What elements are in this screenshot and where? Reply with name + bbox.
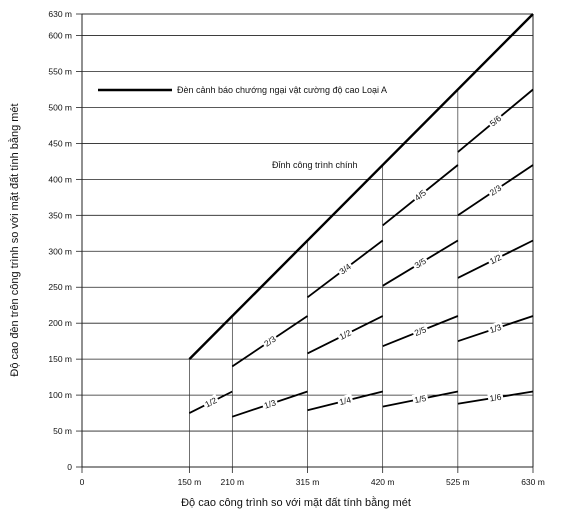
y-tick-label: 50 m xyxy=(53,426,72,436)
x-axis-title: Độ cao công trình so với mặt đất tính bằ… xyxy=(181,496,411,509)
x-tick-label: 315 m xyxy=(296,477,320,487)
legend-label: Đèn cảnh báo chướng ngại vật cường độ ca… xyxy=(177,85,387,95)
ratio-label-bg xyxy=(411,254,430,272)
ratio-label: 1/2 xyxy=(203,395,218,409)
y-tick-label: 600 m xyxy=(48,31,72,41)
y-tick-label: 350 m xyxy=(48,210,72,220)
ratio-label-bg xyxy=(411,392,429,406)
ratio-label-bg xyxy=(411,186,430,205)
top-line xyxy=(188,13,534,360)
y-tick-label: 150 m xyxy=(48,354,72,364)
ratio-label-bg xyxy=(260,332,280,350)
y-tick-label: 400 m xyxy=(48,174,72,184)
ratio-label: 1/4 xyxy=(338,395,352,408)
y-tick-labels: 0 50 m 100 m 150 m 200 m 250 m 300 m 350 m 400 m… xyxy=(48,9,82,472)
y-tick-label: 200 m xyxy=(48,318,72,328)
ratio-label-bg xyxy=(486,111,505,130)
vertical-dividers xyxy=(189,89,459,467)
y-tick-label: 300 m xyxy=(48,246,72,256)
y-tick-label: 0 xyxy=(67,462,72,472)
ratio-label: 1/3 xyxy=(263,397,278,410)
legend: Đèn cảnh báo chướng ngại vật cường độ ca… xyxy=(98,85,387,95)
ratio-label: 1/6 xyxy=(489,392,503,404)
y-tick-label: 100 m xyxy=(48,390,72,400)
ratio-label: 2/5 xyxy=(413,324,428,338)
x-tick-labels: 0 150 m 210 m 315 m 420 m 525 m 630 m xyxy=(80,467,545,487)
top-line-path xyxy=(188,13,534,360)
ratio-label-bg xyxy=(335,326,355,343)
y-tick-label: 250 m xyxy=(48,282,72,292)
ratio-label-bg xyxy=(486,181,505,199)
ratio-lines: 1/2 1/32/31/41/23/41/52/53/54/51/61/31/22… xyxy=(188,88,534,418)
ratio-label-bg xyxy=(336,393,354,408)
ratio-label-bg xyxy=(201,393,221,411)
ratio-label-bg xyxy=(486,320,505,337)
y-tick-label: 550 m xyxy=(48,67,72,77)
x-tick-label: 525 m xyxy=(446,477,470,487)
top-line-label: Đỉnh công trình chính xyxy=(272,160,358,170)
x-tick-label: 630 m xyxy=(521,477,545,487)
ratio-label-bg xyxy=(486,250,505,268)
ratio-label: 3/4 xyxy=(337,261,353,276)
ratio-label-bg xyxy=(487,390,504,405)
x-tick-label: 150 m xyxy=(178,477,202,487)
ratio-label-bg xyxy=(261,396,279,412)
ratio-label-bg xyxy=(411,323,430,339)
ratio-label: 1/2 xyxy=(488,252,503,266)
y-tick-label: 450 m xyxy=(48,138,72,148)
ratio-label-bg xyxy=(335,259,355,278)
x-tick-label: 0 xyxy=(80,477,85,487)
ratio-label: 1/2 xyxy=(338,327,353,341)
ratio-label: 1/3 xyxy=(488,322,503,335)
ratio-label: 1/5 xyxy=(413,393,427,405)
y-axis-title: Độ cao đèn trên công trình so với mặt đấ… xyxy=(8,103,21,376)
x-tick-label: 210 m xyxy=(221,477,245,487)
y-tick-label: 630 m xyxy=(48,9,72,19)
y-tick-label: 500 m xyxy=(48,102,72,112)
x-tick-label: 420 m xyxy=(371,477,395,487)
